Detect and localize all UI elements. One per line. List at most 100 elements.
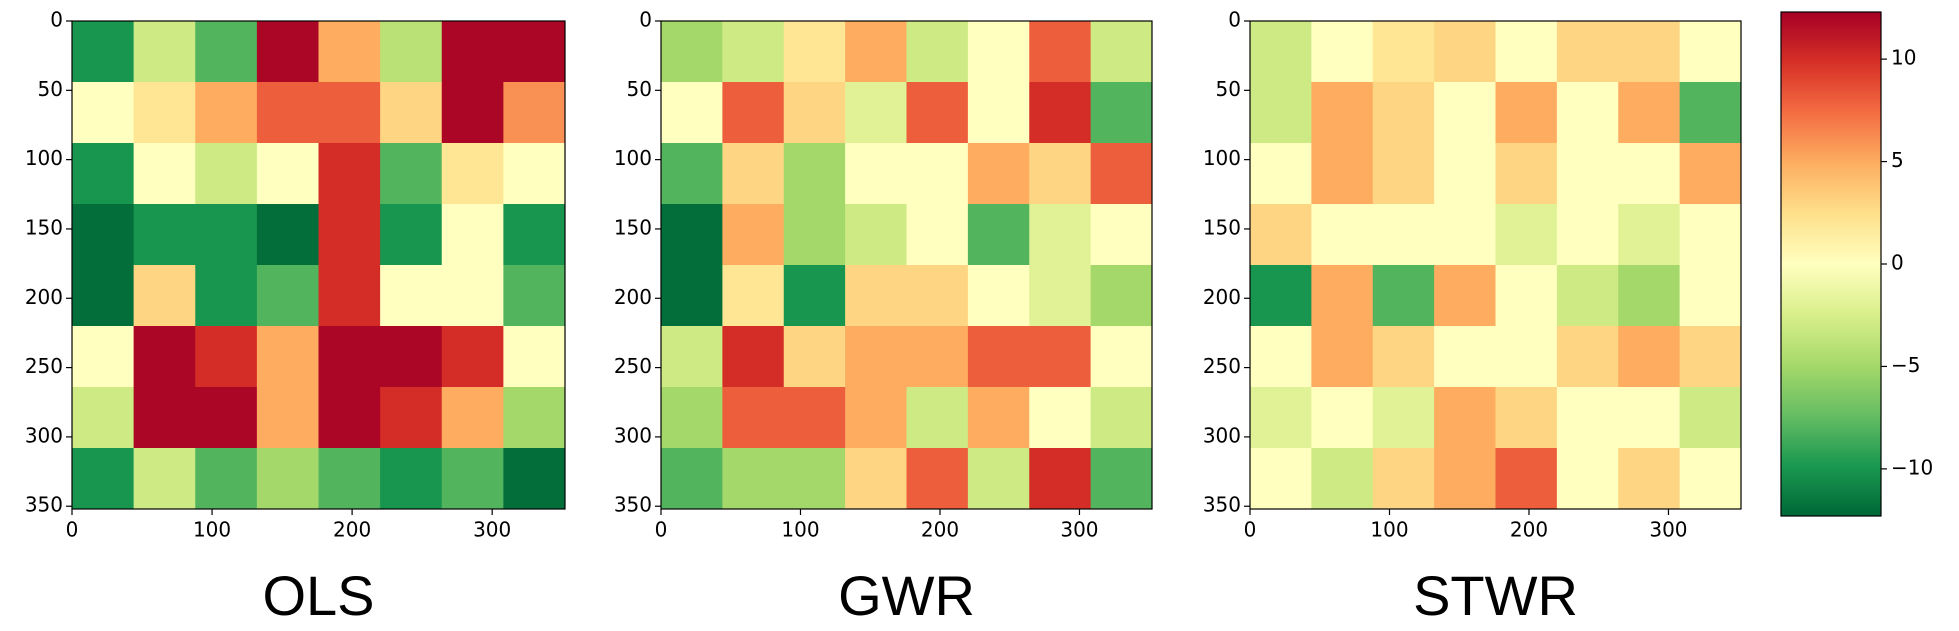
heatmap-cell	[1618, 387, 1681, 449]
heatmap-cell	[1556, 82, 1619, 144]
heatmap-cell	[722, 82, 785, 144]
heatmap-cell	[722, 265, 785, 327]
heatmap-cell	[380, 387, 443, 449]
heatmap-cell	[783, 82, 846, 144]
heatmap-cell	[256, 21, 319, 83]
heatmap-cell	[380, 448, 443, 510]
x-tick-label: 100	[193, 518, 231, 542]
heatmap-cell	[845, 21, 907, 83]
heatmap-cell	[1311, 326, 1374, 388]
heatmap-cell	[1372, 204, 1435, 266]
x-tick-label: 300	[1060, 518, 1098, 542]
heatmap-cell	[906, 265, 969, 327]
y-tick-label: 50	[38, 77, 63, 101]
heatmap-cell	[1556, 448, 1619, 510]
heatmap-cell	[661, 21, 723, 83]
heatmap-cell	[1679, 204, 1742, 266]
heatmap-cell	[1372, 21, 1435, 83]
heatmap-cell	[906, 387, 969, 449]
heatmap-cell	[845, 82, 907, 144]
heatmap-cell	[380, 204, 443, 266]
heatmap-cell	[503, 387, 566, 449]
heatmap-cell	[72, 143, 135, 205]
heatmap-cell	[906, 204, 969, 266]
heatmap-cell	[1434, 21, 1496, 83]
heatmap-cell	[1556, 326, 1619, 388]
heatmap-cell	[318, 265, 381, 327]
heatmap-cell	[1029, 82, 1092, 144]
heatmap-cell	[967, 387, 1030, 449]
heatmap-cell	[1029, 21, 1092, 83]
heatmap-cell	[1372, 143, 1435, 205]
heatmap-cell	[1434, 326, 1496, 388]
heatmap-cell	[1618, 82, 1681, 144]
heatmap-cell	[1090, 21, 1153, 83]
heatmap-cell	[441, 82, 504, 144]
heatmap-cell	[1434, 387, 1496, 449]
y-tick-label: 250	[614, 354, 652, 378]
heatmap-cell	[195, 326, 258, 388]
heatmap-cell	[441, 448, 504, 510]
heatmap-cell	[1311, 387, 1374, 449]
heatmap-cell	[1090, 326, 1153, 388]
heatmap-cell	[256, 204, 319, 266]
heatmap-cell	[72, 21, 135, 83]
heatmap-cell	[195, 265, 258, 327]
heatmap-cell	[722, 326, 785, 388]
x-tick-label: 0	[655, 518, 668, 542]
heatmap-cell	[783, 326, 846, 388]
heatmap-cell	[1311, 265, 1374, 327]
heatmap-cell	[256, 143, 319, 205]
y-tick-label: 50	[627, 77, 652, 101]
heatmap-cell	[195, 82, 258, 144]
heatmap-cell	[1495, 448, 1558, 510]
heatmap-cell	[380, 143, 443, 205]
heatmap-cell	[661, 204, 723, 266]
heatmap-cell	[195, 143, 258, 205]
heatmap-cell	[1372, 82, 1435, 144]
heatmap-cell	[441, 143, 504, 205]
heatmap-cell	[1679, 21, 1742, 83]
heatmap-cell	[661, 82, 723, 144]
heatmap-cell	[1556, 387, 1619, 449]
heatmap-cell	[1679, 82, 1742, 144]
heatmap-cell	[318, 21, 381, 83]
colorbar-tick-label: 5	[1891, 148, 1904, 172]
axes-frame	[71, 20, 566, 510]
heatmap-cell	[783, 204, 846, 266]
heatmap-cell	[967, 204, 1030, 266]
panel-title: STWR	[1413, 564, 1578, 627]
heatmap-cell	[256, 82, 319, 144]
heatmap-cell	[1495, 21, 1558, 83]
heatmap-cell	[1618, 204, 1681, 266]
heatmap-cell	[441, 265, 504, 327]
heatmap-cell	[1679, 326, 1742, 388]
heatmap-cell	[845, 143, 907, 205]
heatmap-cell	[380, 21, 443, 83]
heatmap-cell	[1495, 326, 1558, 388]
heatmap-cell	[1311, 82, 1374, 144]
heatmap-cell	[1495, 265, 1558, 327]
heatmap-cell	[1090, 204, 1153, 266]
heatmap-cell	[503, 326, 566, 388]
heatmap-cell	[318, 82, 381, 144]
y-tick-label: 0	[50, 8, 63, 32]
heatmap-cell	[133, 448, 196, 510]
heatmap-cell	[722, 21, 785, 83]
heatmap-cell	[783, 143, 846, 205]
heatmap-cell	[1618, 143, 1681, 205]
y-tick-label: 100	[1203, 146, 1241, 170]
heatmap-cell	[1434, 448, 1496, 510]
heatmap-cell	[1556, 204, 1619, 266]
heatmap-cell	[845, 326, 907, 388]
heatmap-cell	[1250, 387, 1312, 449]
heatmap-cell	[133, 387, 196, 449]
heatmap-cell	[503, 143, 566, 205]
x-tick-label: 200	[1510, 518, 1548, 542]
heatmap-cell	[195, 448, 258, 510]
heatmap-cell	[1434, 82, 1496, 144]
heatmap-cell	[1434, 143, 1496, 205]
x-tick-label: 200	[921, 518, 959, 542]
heatmap-cell	[318, 204, 381, 266]
heatmap-cell	[1029, 448, 1092, 510]
